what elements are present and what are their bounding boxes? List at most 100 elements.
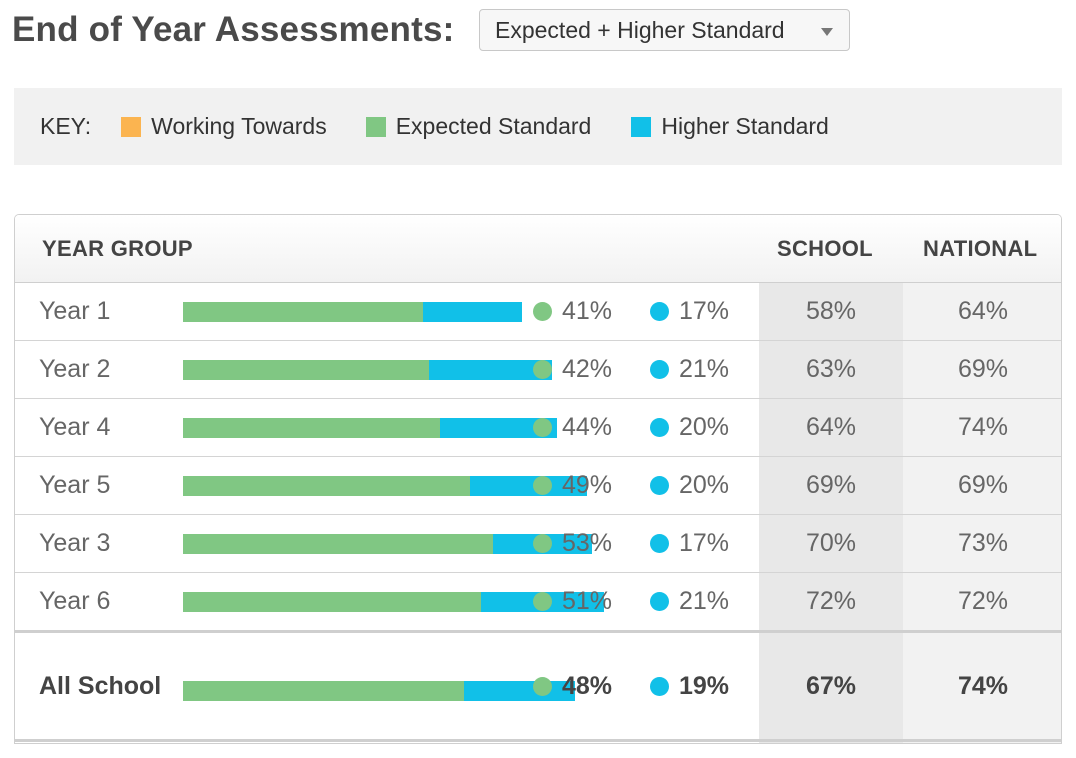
expected-dot-icon bbox=[533, 302, 552, 321]
expected-value: 44% bbox=[562, 413, 613, 441]
stacked-bar bbox=[183, 681, 575, 701]
higher-percent: 19% bbox=[650, 633, 729, 739]
working-towards-swatch bbox=[121, 116, 142, 137]
expected-percent: 49% bbox=[533, 457, 612, 514]
national-value: 69% bbox=[957, 355, 1009, 383]
higher-percent: 21% bbox=[650, 341, 729, 398]
higher-value: 21% bbox=[679, 587, 730, 615]
header-year-group: YEAR GROUP bbox=[42, 236, 193, 261]
school-value: 64% bbox=[805, 413, 857, 441]
expected-percent: 53% bbox=[533, 515, 612, 572]
higher-value: 20% bbox=[679, 471, 730, 499]
higher-value: 17% bbox=[679, 529, 730, 557]
key-label: KEY: bbox=[40, 113, 92, 139]
stacked-bar bbox=[183, 360, 552, 380]
higher-bar-segment bbox=[440, 418, 557, 438]
chevron-down-icon bbox=[821, 28, 833, 36]
expected-percent: 51% bbox=[533, 573, 612, 630]
table-row: Year 1 41% 17% 58% 64% bbox=[15, 283, 1061, 341]
higher-value: 20% bbox=[679, 413, 730, 441]
key-item-label: Higher Standard bbox=[661, 113, 829, 139]
higher-percent: 20% bbox=[650, 457, 729, 514]
higher-percent: 20% bbox=[650, 399, 729, 456]
expected-bar-segment bbox=[183, 681, 464, 701]
expected-dot-icon bbox=[533, 418, 552, 437]
higher-value: 17% bbox=[679, 297, 730, 325]
expected-dot-icon bbox=[533, 534, 552, 553]
higher-dot-icon bbox=[650, 476, 669, 495]
expected-value: 41% bbox=[562, 297, 613, 325]
higher-bar-segment bbox=[423, 302, 522, 322]
national-value: 72% bbox=[957, 587, 1009, 615]
higher-dot-icon bbox=[650, 676, 669, 696]
higher-percent: 17% bbox=[650, 283, 729, 340]
higher-value: 19% bbox=[679, 671, 730, 700]
key-item-label: Working Towards bbox=[151, 113, 327, 139]
stacked-bar bbox=[183, 302, 522, 322]
expected-bar-segment bbox=[183, 476, 470, 496]
key-item-higher-standard: Higher Standard bbox=[631, 113, 829, 140]
higher-value: 21% bbox=[679, 355, 730, 383]
legend-key: KEY: Working Towards Expected Standard H… bbox=[14, 88, 1062, 165]
stacked-bar bbox=[183, 476, 587, 496]
stacked-bar bbox=[183, 534, 592, 554]
higher-percent: 17% bbox=[650, 515, 729, 572]
total-row: All School 48% 19% 67% 74% bbox=[15, 630, 1061, 742]
school-value: 72% bbox=[805, 587, 857, 615]
school-value: 67% bbox=[805, 671, 857, 700]
year-group-name: Year 4 bbox=[39, 413, 111, 441]
expected-standard-swatch bbox=[365, 116, 386, 137]
table-row: Year 6 51% 21% 72% 72% bbox=[15, 573, 1061, 631]
expected-bar-segment bbox=[183, 302, 423, 322]
higher-dot-icon bbox=[650, 302, 669, 321]
higher-dot-icon bbox=[650, 592, 669, 611]
national-column-background bbox=[903, 283, 1061, 743]
year-group-name: Year 2 bbox=[39, 355, 111, 383]
national-value: 74% bbox=[957, 413, 1009, 441]
table-row: Year 2 42% 21% 63% 69% bbox=[15, 341, 1061, 399]
expected-dot-icon bbox=[533, 476, 552, 495]
national-value: 69% bbox=[957, 471, 1009, 499]
expected-bar-segment bbox=[183, 592, 481, 612]
expected-percent: 42% bbox=[533, 341, 612, 398]
year-group-name: All School bbox=[39, 671, 162, 700]
school-column-background bbox=[759, 283, 903, 743]
school-value: 69% bbox=[805, 471, 857, 499]
expected-bar-segment bbox=[183, 418, 440, 438]
school-value: 58% bbox=[805, 297, 857, 325]
table-row: Year 3 53% 17% 70% 73% bbox=[15, 515, 1061, 573]
national-value: 64% bbox=[957, 297, 1009, 325]
school-value: 70% bbox=[805, 529, 857, 557]
higher-dot-icon bbox=[650, 418, 669, 437]
expected-dot-icon bbox=[533, 676, 552, 696]
key-item-label: Expected Standard bbox=[395, 113, 592, 139]
higher-percent: 21% bbox=[650, 573, 729, 630]
page-title: End of Year Assessments: bbox=[12, 10, 455, 49]
expected-bar-segment bbox=[183, 360, 429, 380]
higher-dot-icon bbox=[650, 360, 669, 379]
key-item-working-towards: Working Towards bbox=[121, 113, 327, 140]
stacked-bar bbox=[183, 418, 557, 438]
national-value: 73% bbox=[957, 529, 1009, 557]
expected-percent: 48% bbox=[533, 633, 612, 739]
year-group-name: Year 5 bbox=[39, 471, 111, 499]
expected-percent: 41% bbox=[533, 283, 612, 340]
dropdown-selected-value: Expected + Higher Standard bbox=[495, 16, 785, 43]
higher-dot-icon bbox=[650, 534, 669, 553]
expected-dot-icon bbox=[533, 360, 552, 379]
expected-dot-icon bbox=[533, 592, 552, 611]
national-value: 74% bbox=[957, 671, 1009, 700]
expected-value: 53% bbox=[562, 529, 613, 557]
higher-bar-segment bbox=[470, 476, 587, 496]
expected-value: 42% bbox=[562, 355, 613, 383]
results-table: YEAR GROUP SCHOOL NATIONAL Year 1 41% 17% 5… bbox=[14, 214, 1062, 744]
expected-value: 51% bbox=[562, 587, 613, 615]
year-group-name: Year 6 bbox=[39, 587, 111, 615]
assessment-type-dropdown[interactable]: Expected + Higher Standard bbox=[479, 9, 850, 51]
school-value: 63% bbox=[805, 355, 857, 383]
expected-percent: 44% bbox=[533, 399, 612, 456]
page-header: End of Year Assessments: bbox=[12, 6, 455, 54]
table-row: Year 5 49% 20% 69% 69% bbox=[15, 457, 1061, 515]
expected-value: 49% bbox=[562, 471, 613, 499]
header-national: NATIONAL bbox=[923, 236, 1038, 261]
